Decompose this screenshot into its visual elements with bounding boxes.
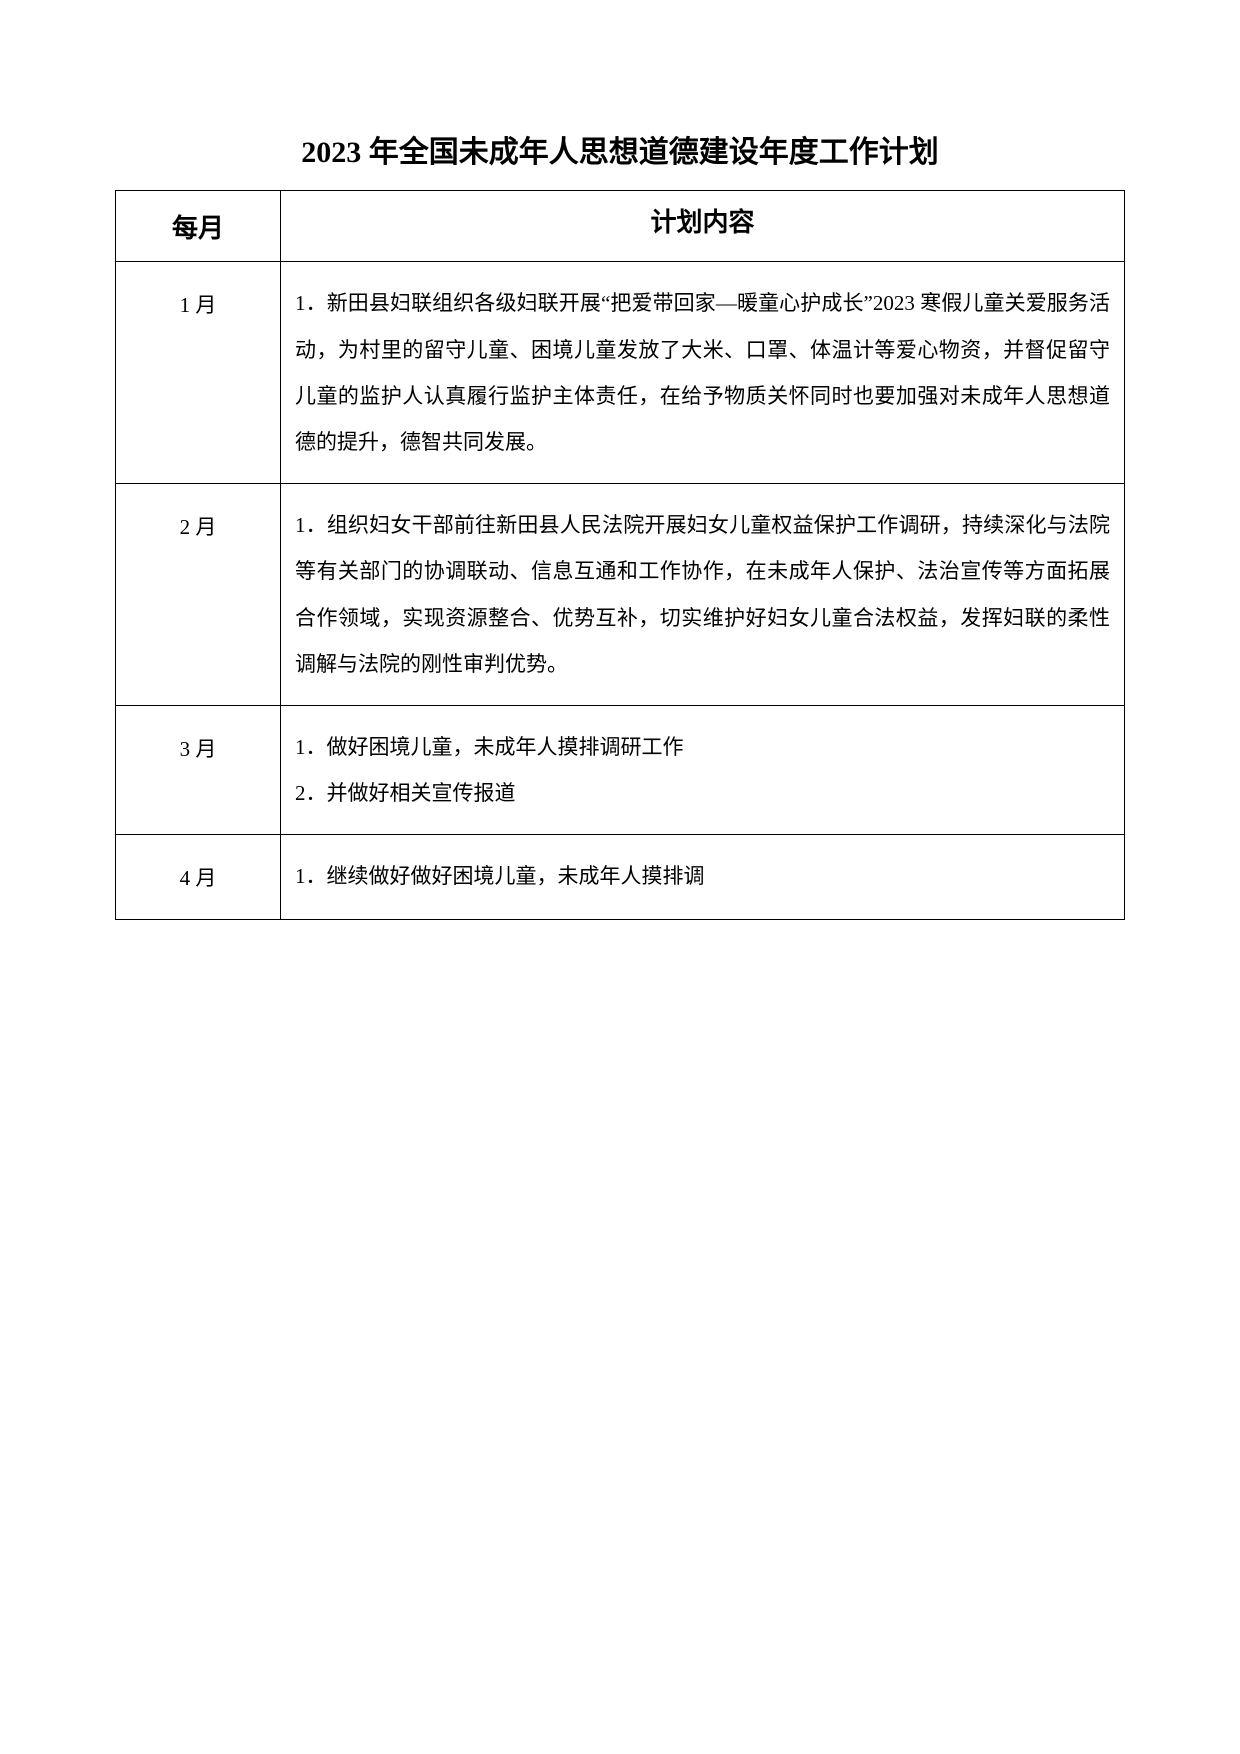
table-row: 4 月 1．继续做好做好困境儿童，未成年人摸排调 xyxy=(116,835,1125,920)
page-title: 2023 年全国未成年人思想道德建设年度工作计划 xyxy=(115,130,1125,175)
cell-content: 1．继续做好做好困境儿童，未成年人摸排调 xyxy=(281,835,1125,920)
cell-month: 1 月 xyxy=(116,262,281,484)
table-row: 1 月 1．新田县妇联组织各级妇联开展“把爱带回家—暖童心护成长”2023 寒假… xyxy=(116,262,1125,484)
cell-month: 4 月 xyxy=(116,835,281,920)
table-header-row: 每月 计划内容 xyxy=(116,191,1125,262)
table-row: 2 月 1．组织妇女干部前往新田县人民法院开展妇女儿童权益保护工作调研，持续深化… xyxy=(116,484,1125,706)
plan-table: 每月 计划内容 1 月 1．新田县妇联组织各级妇联开展“把爱带回家—暖童心护成长… xyxy=(115,190,1125,920)
cell-content: 1．新田县妇联组织各级妇联开展“把爱带回家—暖童心护成长”2023 寒假儿童关爱… xyxy=(281,262,1125,484)
cell-content: 1．组织妇女干部前往新田县人民法院开展妇女儿童权益保护工作调研，持续深化与法院等… xyxy=(281,484,1125,706)
cell-content: 1．做好困境儿童，未成年人摸排调研工作2．并做好相关宣传报道 xyxy=(281,705,1125,834)
cell-month: 3 月 xyxy=(116,705,281,834)
header-content: 计划内容 xyxy=(281,191,1125,262)
cell-month: 2 月 xyxy=(116,484,281,706)
header-month: 每月 xyxy=(116,191,281,262)
table-row: 3 月 1．做好困境儿童，未成年人摸排调研工作2．并做好相关宣传报道 xyxy=(116,705,1125,834)
